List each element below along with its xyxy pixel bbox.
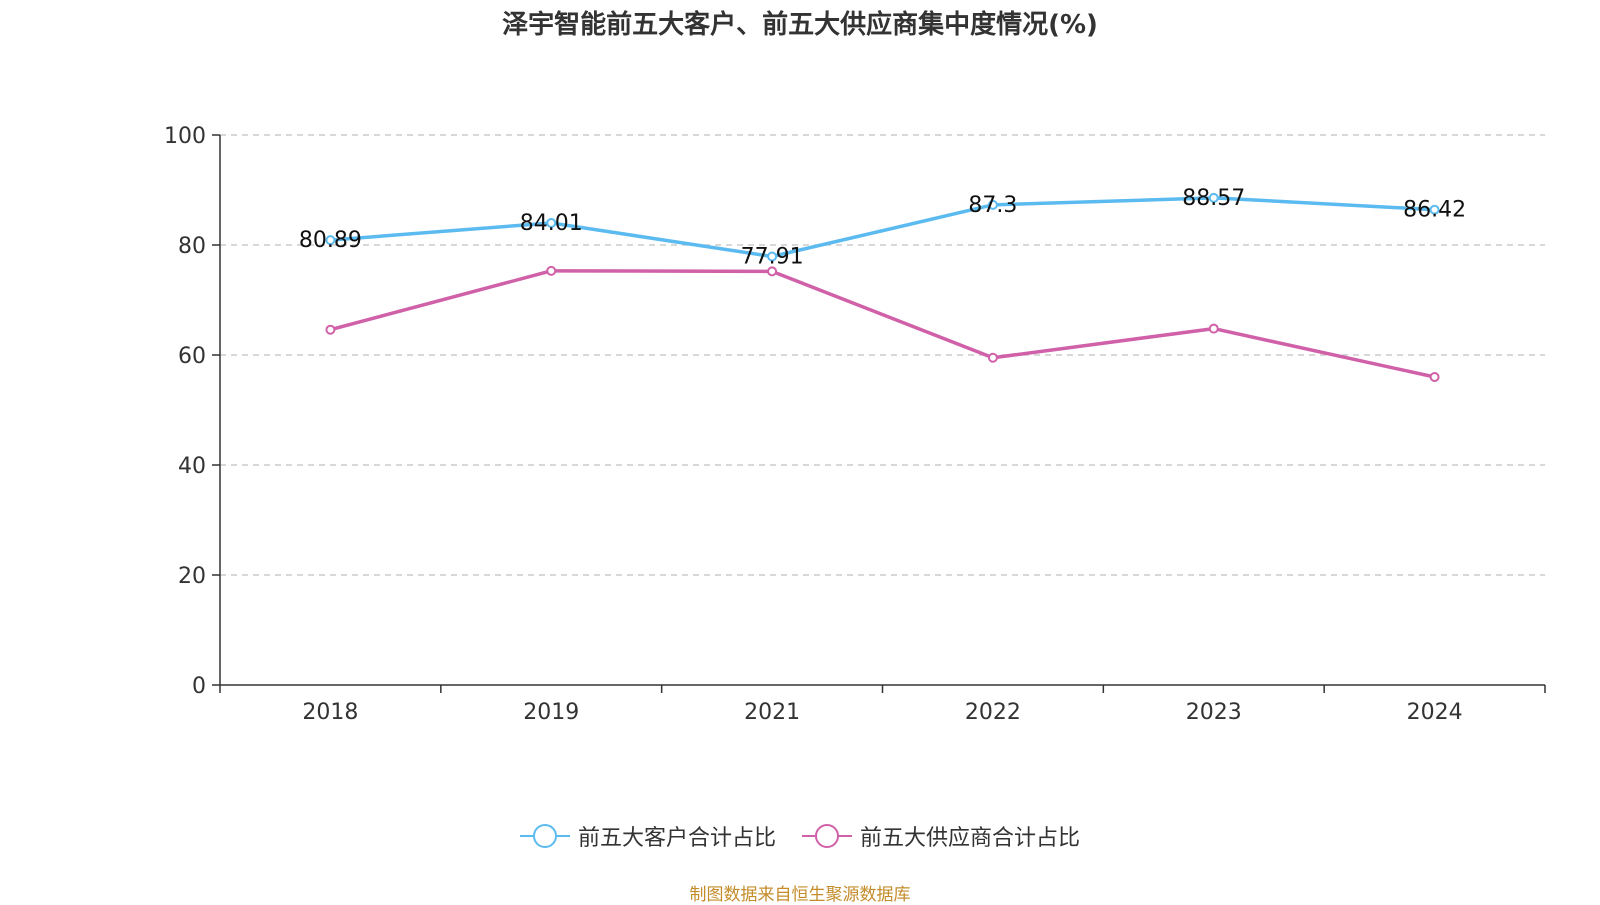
data-point: [1429, 372, 1440, 382]
data-labels: 80.89 84.01 77.91 87.3 88.57 86.42: [299, 186, 1466, 270]
data-point: [1208, 192, 1219, 203]
legend-marker-icon: [802, 824, 852, 848]
x-tick-label: 2024: [1407, 700, 1463, 725]
series-line-2: [329, 269, 1435, 379]
series-line-1: [330, 196, 1435, 259]
y-tick-label: 0: [192, 674, 206, 699]
grid-lines: [220, 134, 1545, 576]
data-point: [1208, 323, 1219, 334]
y-tick-label: 100: [164, 124, 206, 149]
legend-item-customers[interactable]: 前五大客户合计占比: [519, 820, 776, 852]
data-point: [767, 251, 778, 262]
data-point: [767, 266, 778, 277]
data-point: [546, 265, 557, 276]
data-label: 86.42: [1403, 198, 1466, 223]
legend-label: 前五大客户合计占比: [577, 826, 776, 851]
source-note: 制图数据来自恒生聚源数据库: [689, 885, 911, 905]
data-point: [546, 217, 557, 228]
y-tick-label: 20: [178, 564, 206, 589]
x-tick-label: 2023: [1186, 700, 1242, 725]
axes: 0 20 40 60 80 100 2018 2019 2021 2022 2023 2024: [164, 124, 1546, 725]
x-tick-label: 2022: [965, 700, 1021, 725]
legend-item-suppliers[interactable]: 前五大供应商合计占比: [802, 820, 1080, 852]
data-label: 80.89: [299, 228, 362, 253]
data-label: 84.01: [520, 211, 583, 236]
data-label: 88.57: [1182, 186, 1245, 211]
data-point: [325, 235, 336, 246]
data-point: [987, 352, 998, 363]
series-layer: [325, 192, 1440, 382]
data-label: 77.91: [741, 244, 804, 269]
x-tick-label: 2019: [523, 700, 579, 725]
y-tick-label: 80: [178, 234, 206, 259]
y-tick-label: 60: [178, 344, 206, 369]
legend-label: 前五大供应商合计占比: [860, 826, 1081, 851]
chart-title: 泽宇智能前五大客户、前五大供应商集中度情况(%): [502, 10, 1098, 40]
data-point: [325, 324, 336, 335]
data-point: [1429, 204, 1440, 215]
legend-marker-icon: [519, 824, 570, 848]
x-tick-label: 2021: [744, 700, 800, 725]
x-tick-label: 2018: [302, 700, 358, 725]
y-tick-label: 40: [178, 454, 206, 479]
data-point: [987, 199, 998, 210]
data-label: 87.3: [968, 193, 1017, 218]
line-chart: 0 20 40 60 80 100 2018 2019 2021 2022 2023 2024 80.…: [164, 124, 1546, 725]
legend: 前五大客户合计占比 前五大供应商合计占比: [0, 820, 1600, 852]
